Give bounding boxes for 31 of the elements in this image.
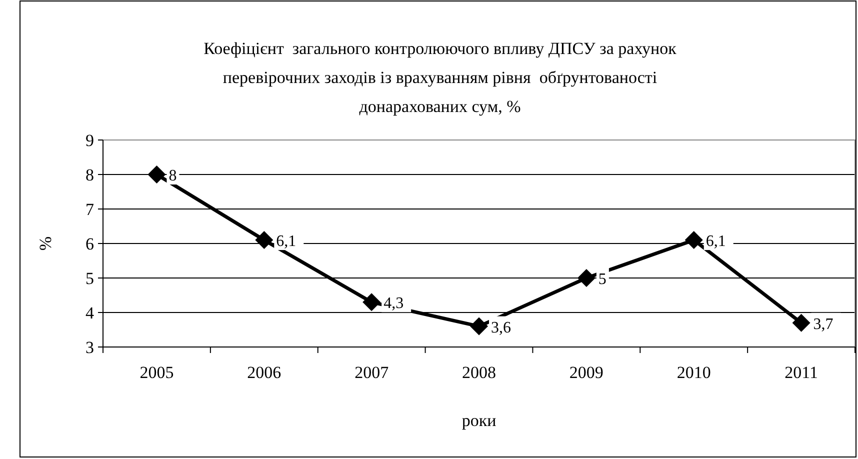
point — [148, 166, 166, 184]
point — [684, 231, 703, 250]
data-label: 4,3 — [384, 295, 404, 312]
x-tick-label: 2005 — [140, 363, 174, 382]
y-tick-label: 9 — [86, 131, 94, 150]
point — [255, 231, 274, 250]
y-tick-label: 6 — [86, 234, 94, 254]
data-label: 5 — [598, 271, 606, 288]
x-tick-label: 2007 — [354, 363, 390, 382]
x-tick-label: 2010 — [676, 363, 711, 382]
y-tick-label: 4 — [86, 304, 94, 322]
data-label: 6,1 — [276, 233, 296, 250]
y-tick-label: 3 — [86, 338, 94, 357]
data-label: 3,7 — [813, 316, 834, 333]
y-tick-label: 7 — [86, 200, 94, 219]
y-axis-title: % — [36, 236, 55, 251]
point — [362, 293, 381, 312]
x-tick-label: 2009 — [569, 363, 604, 382]
x-tick-label: 2008 — [462, 363, 496, 382]
y-tick-label: 8 — [86, 166, 94, 184]
x-tick-label: 2011 — [784, 363, 818, 382]
y-tick-label: 5 — [86, 269, 94, 288]
x-axis-title: роки — [462, 411, 496, 430]
point — [470, 317, 488, 336]
data-label: 3,6 — [491, 319, 511, 336]
data-label: 8 — [168, 168, 177, 184]
chart-title: Коефіцієнт загального контролюючого впливу ДПСУ за рахунок перевірочних заходів із врахуванням рівня обґрунтованості донарахованих сум, % — [204, 39, 678, 116]
data-label: 6,1 — [706, 233, 726, 250]
point — [792, 314, 810, 332]
point — [577, 269, 596, 287]
x-tick-label: 2006 — [247, 363, 282, 382]
